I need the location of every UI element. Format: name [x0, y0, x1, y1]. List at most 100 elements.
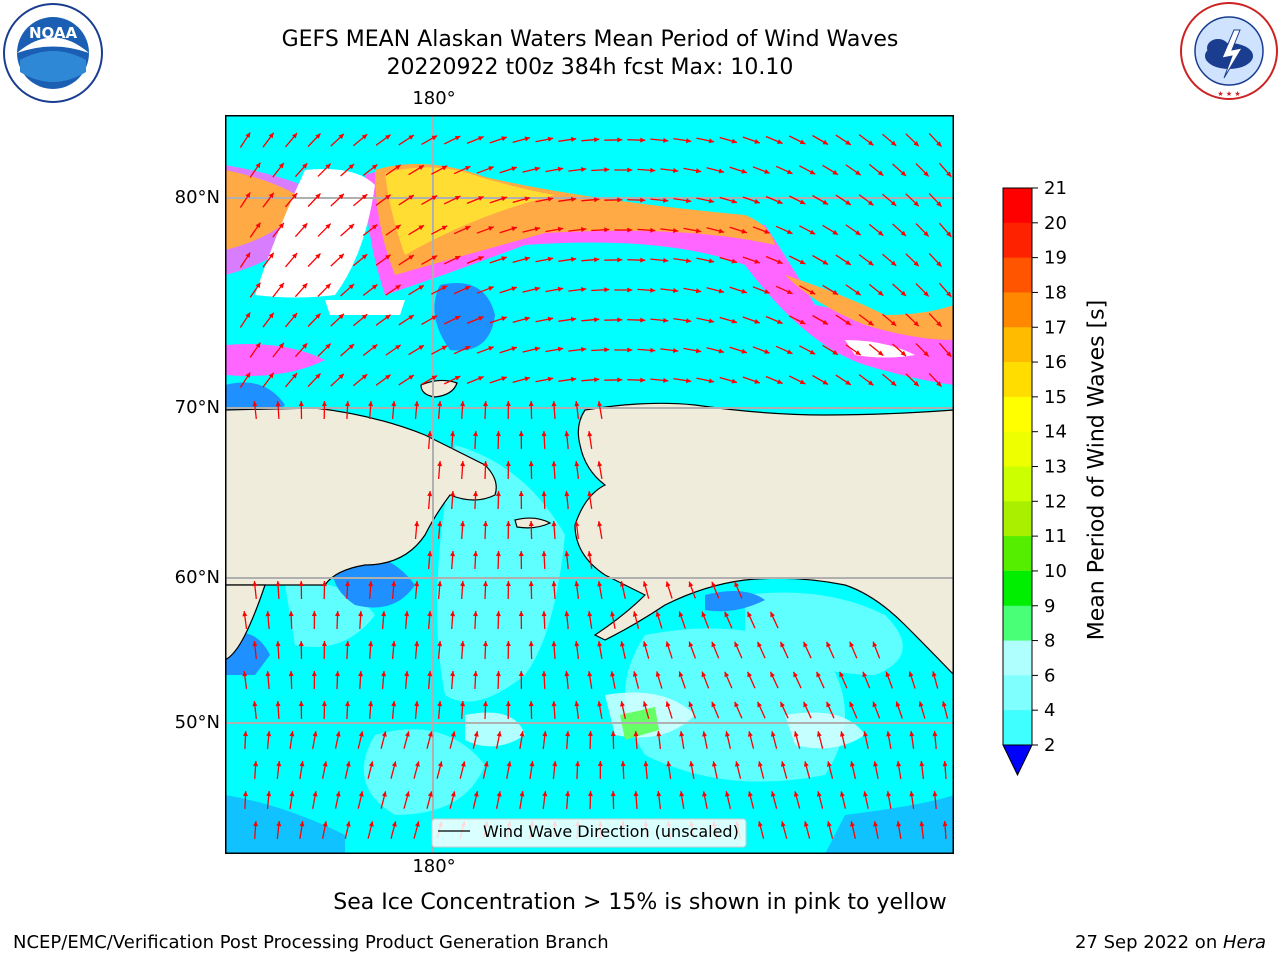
colorbar-tick-label: 4 — [1044, 700, 1055, 721]
wave-direction-arrow — [307, 253, 321, 267]
wave-direction-arrow — [312, 730, 318, 750]
wave-direction-arrow — [919, 761, 925, 779]
colorbar-band — [1003, 501, 1032, 537]
wave-direction-arrow — [551, 400, 557, 420]
wave-direction-arrow — [321, 821, 328, 839]
wave-direction-arrow — [345, 700, 350, 720]
wave-direction-arrow — [311, 670, 317, 690]
wave-direction-arrow — [545, 226, 564, 233]
wave-direction-arrow — [620, 641, 626, 659]
wave-direction-arrow — [385, 164, 402, 176]
wave-direction-arrow — [614, 167, 633, 173]
wave-direction-arrow — [528, 580, 534, 600]
wave-direction-arrow — [660, 228, 679, 233]
wave-direction-arrow — [614, 287, 633, 293]
wave-direction-arrow — [495, 610, 501, 630]
wave-direction-arrow — [701, 671, 710, 689]
wave-direction-arrow — [344, 761, 351, 779]
wave-direction-arrow — [285, 192, 298, 208]
wave-direction-arrow — [665, 581, 673, 599]
wave-direction-arrow — [311, 610, 317, 630]
wave-direction-arrow — [568, 227, 587, 232]
colorbar-tick-label: 6 — [1044, 665, 1055, 686]
wave-direction-arrow — [633, 730, 639, 750]
wave-direction-arrow — [627, 137, 646, 143]
wave-direction-arrow — [285, 252, 298, 268]
wave-direction-arrow — [816, 791, 824, 809]
wave-direction-arrow — [858, 194, 874, 206]
wave-direction-arrow — [850, 761, 857, 779]
wave-direction-arrow — [528, 460, 534, 480]
wave-direction-arrow — [789, 375, 806, 385]
wave-direction-arrow — [317, 343, 332, 357]
wave-direction-arrow — [835, 194, 852, 206]
wave-direction-arrow — [252, 401, 258, 419]
wave-direction-arrow — [574, 521, 580, 539]
wave-direction-arrow — [666, 761, 672, 779]
wave-direction-arrow — [868, 223, 884, 237]
wave-direction-arrow — [249, 282, 261, 298]
wave-direction-arrow — [575, 760, 580, 780]
wave-direction-arrow — [650, 257, 669, 263]
wave-direction-arrow — [610, 611, 616, 629]
wave-direction-arrow — [362, 283, 378, 297]
wave-direction-arrow — [330, 133, 345, 147]
colorbar-band — [1003, 466, 1032, 502]
wave-direction-arrow — [734, 581, 743, 599]
wave-direction-arrow — [375, 254, 391, 266]
wave-direction-arrow — [604, 317, 623, 323]
wave-direction-arrow — [938, 222, 952, 238]
wave-direction-arrow — [276, 821, 282, 839]
colorbar-band — [1003, 396, 1032, 433]
wave-direction-arrow — [398, 194, 415, 206]
wave-direction-arrow — [909, 731, 915, 749]
wave-direction-arrow — [793, 791, 801, 809]
wave-direction-arrow — [272, 342, 285, 358]
wave-direction-arrow — [620, 760, 626, 780]
wave-direction-arrow — [262, 192, 275, 208]
wave-direction-arrow — [275, 640, 281, 660]
colorbar-tick-label: 9 — [1044, 596, 1055, 617]
wave-direction-arrow — [340, 343, 355, 357]
wave-direction-arrow — [835, 134, 852, 146]
wave-direction-arrow — [696, 377, 715, 384]
wave-direction-arrow — [551, 700, 557, 720]
wave-direction-arrow — [473, 550, 478, 570]
wave-direction-arrow — [655, 671, 663, 689]
wave-direction-arrow — [706, 167, 725, 174]
wave-direction-arrow — [780, 761, 788, 779]
wave-direction-arrow — [826, 641, 835, 659]
wave-direction-arrow — [706, 227, 725, 234]
wave-direction-arrow — [747, 791, 755, 809]
wave-direction-arrow — [702, 791, 708, 809]
wave-direction-arrow — [688, 701, 697, 719]
wave-direction-arrow — [362, 223, 378, 237]
wave-direction-arrow — [453, 165, 471, 175]
wave-direction-arrow — [242, 611, 248, 629]
wave-direction-arrow — [421, 255, 438, 265]
wave-direction-arrow — [775, 285, 793, 295]
wave-direction-arrow — [443, 135, 461, 145]
wave-direction-arrow — [404, 670, 410, 690]
wave-direction-arrow — [660, 348, 679, 353]
wave-direction-arrow — [505, 640, 511, 660]
wave-direction-arrow — [752, 346, 770, 354]
wave-direction-arrow — [696, 197, 715, 204]
wave-direction-arrow — [835, 314, 852, 326]
wave-direction-arrow — [535, 376, 554, 383]
wave-direction-arrow — [321, 580, 327, 600]
wave-direction-arrow — [317, 163, 332, 177]
wave-direction-arrow — [483, 400, 488, 420]
wave-direction-arrow — [564, 670, 570, 690]
wave-direction-arrow — [892, 343, 907, 357]
wave-direction-arrow — [660, 288, 679, 293]
wave-direction-arrow — [307, 133, 321, 147]
wave-direction-arrow — [352, 313, 368, 327]
wave-direction-arrow — [358, 610, 364, 630]
wave-direction-arrow — [822, 224, 839, 236]
wave-direction-arrow — [450, 610, 456, 630]
wave-direction-arrow — [362, 163, 378, 177]
wave-direction-arrow — [460, 640, 466, 660]
wave-direction-arrow — [499, 166, 518, 174]
wave-direction-arrow — [414, 700, 420, 720]
